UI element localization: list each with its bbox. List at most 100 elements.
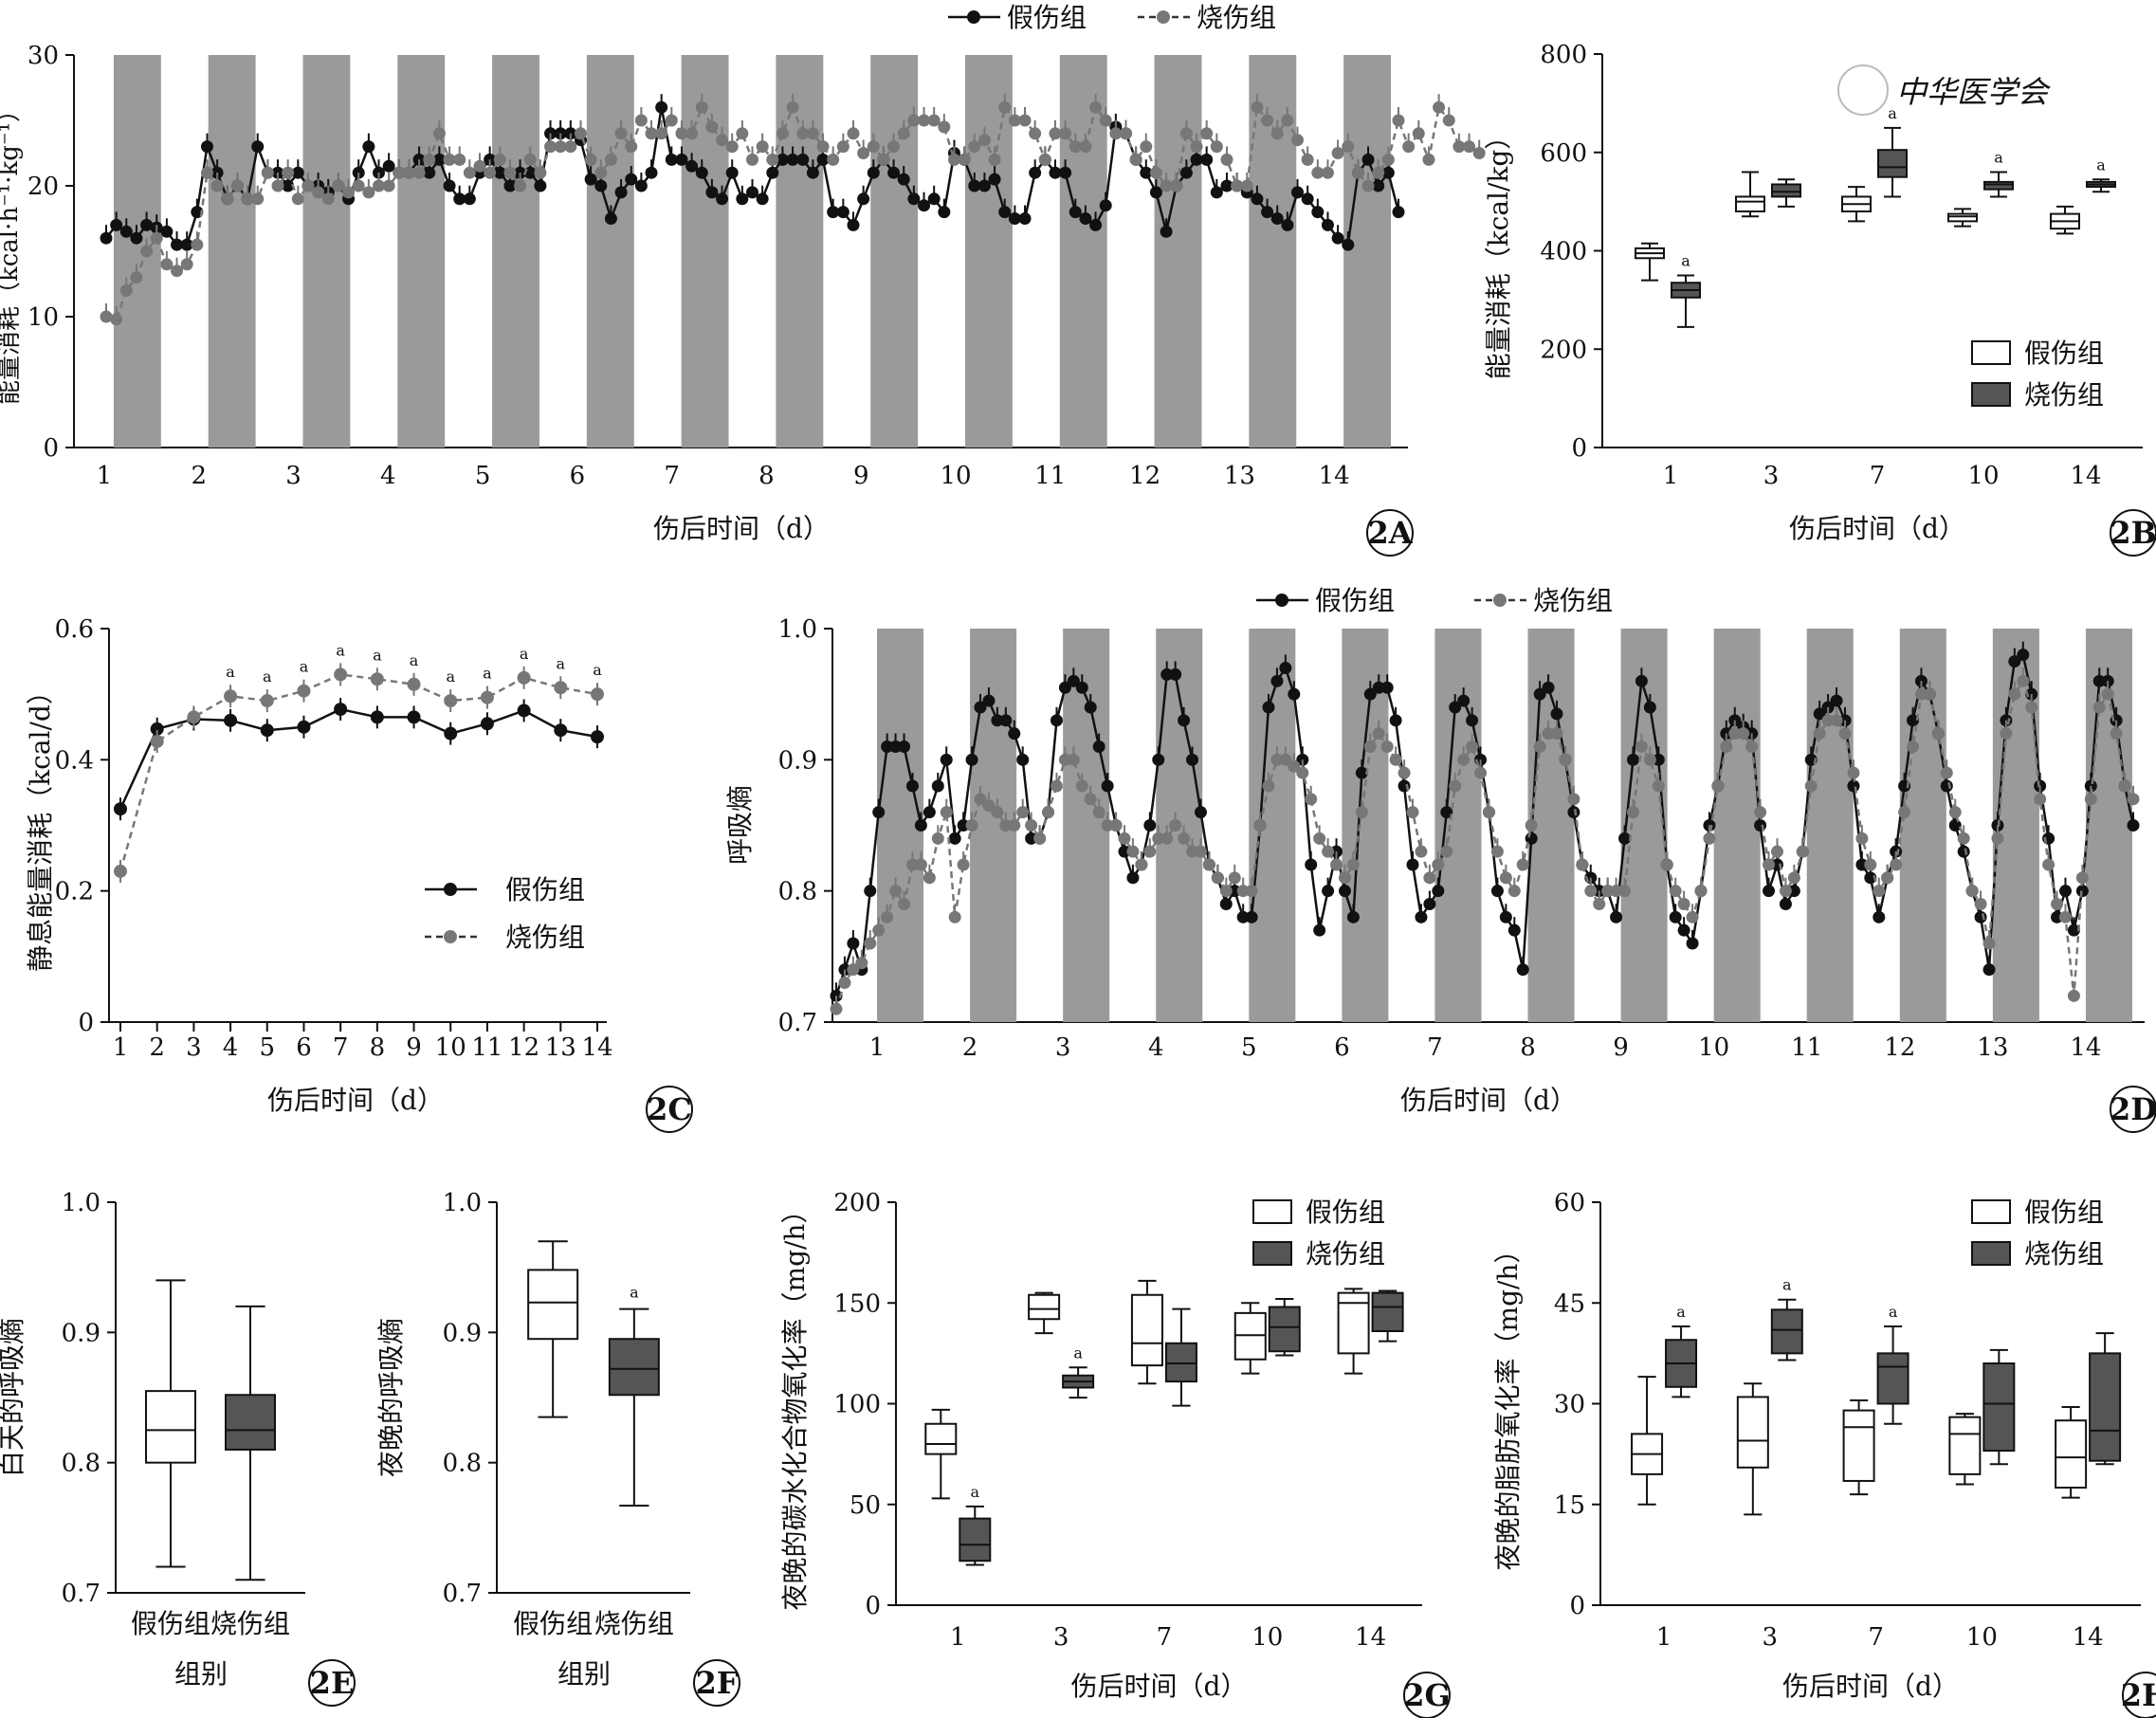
x-tick-label: 烧伤组	[594, 1608, 674, 1639]
data-point	[907, 192, 921, 206]
data-point	[402, 166, 415, 179]
y-tick-label: 600	[1540, 139, 1587, 168]
x-axis-title: 伤后时间（d）	[1400, 1085, 1577, 1116]
x-tick-label: 3	[186, 1033, 202, 1062]
data-point	[1109, 127, 1123, 140]
sham-box	[1842, 1409, 1875, 1482]
data-point	[725, 166, 739, 179]
x-tick-label: 1	[97, 462, 113, 490]
data-point	[1311, 166, 1325, 179]
data-point	[957, 858, 970, 871]
data-point	[1251, 192, 1264, 206]
watermark-text: 中华医学会	[1896, 74, 2051, 110]
burn-box	[2089, 1352, 2122, 1462]
data-point	[1392, 114, 1405, 127]
data-point	[1160, 832, 1174, 845]
y-tick-label: 0.9	[62, 1319, 100, 1347]
data-point	[1567, 806, 1580, 819]
burn-box	[1770, 1308, 1803, 1355]
sham-box	[1736, 1396, 1769, 1469]
data-point	[816, 140, 830, 154]
data-point	[297, 720, 311, 734]
data-point	[2084, 793, 2097, 806]
data-point	[1463, 140, 1476, 154]
data-point	[1398, 766, 1411, 779]
data-point	[1499, 910, 1512, 923]
data-point	[1025, 832, 1038, 845]
data-point	[947, 153, 960, 166]
data-point	[665, 114, 678, 127]
data-point	[1372, 179, 1385, 192]
x-tick-label: 4	[1148, 1033, 1164, 1062]
y-axis-title: 夜晚的碳水化合物氧化率（mg/h）	[779, 1197, 811, 1611]
data-point	[1251, 101, 1264, 114]
x-tick-label: 7	[1868, 1623, 1884, 1652]
y-tick-label: 45	[1554, 1289, 1585, 1318]
data-point	[645, 127, 658, 140]
data-point	[119, 283, 133, 297]
sham-box	[924, 1422, 958, 1455]
data-point	[1089, 101, 1103, 114]
data-point	[857, 192, 870, 206]
data-point	[604, 153, 617, 166]
x-tick-label: 2	[149, 1033, 165, 1062]
data-point	[1018, 114, 1032, 127]
y-tick-label: 1.0	[62, 1189, 100, 1217]
data-point	[473, 159, 486, 173]
data-point	[746, 186, 758, 199]
data-point	[705, 120, 719, 134]
panel-2C: 00.20.40.61 2 3 4 5 6 7 8 9 10 11 12 13 14a aaa a aa aaa a…	[25, 615, 693, 1133]
x-tick-label: 3	[1763, 1623, 1779, 1652]
panel-tag-label: 2C	[647, 1091, 692, 1127]
x-tick-label: 4	[380, 462, 396, 490]
panel-tag-circle	[2110, 1086, 2156, 1133]
data-point	[594, 179, 608, 192]
data-point	[988, 153, 1001, 166]
data-point	[1490, 845, 1504, 858]
data-point	[940, 753, 953, 766]
data-point	[503, 166, 517, 179]
data-point	[2067, 989, 2080, 1002]
data-point	[665, 153, 678, 166]
data-point	[675, 127, 688, 140]
data-point	[1754, 819, 1767, 832]
burn-box	[959, 1517, 992, 1563]
data-point	[746, 153, 758, 166]
x-tick-label: 1	[869, 1033, 886, 1062]
data-point	[251, 140, 265, 154]
data-point	[1152, 753, 1165, 766]
data-point	[1406, 806, 1419, 819]
x-tick-label: 14	[1355, 1623, 1386, 1652]
data-point	[1873, 910, 1886, 923]
data-point	[1262, 779, 1275, 793]
data-point	[1559, 753, 1572, 766]
data-point	[517, 670, 531, 685]
data-point	[114, 864, 127, 878]
data-point	[1830, 714, 1843, 727]
y-axis-title: 能量消耗（kcal·h⁻¹·kg⁻¹）	[0, 98, 24, 405]
data-point	[432, 153, 446, 166]
data-point	[2034, 793, 2047, 806]
data-point	[974, 701, 987, 714]
data-point	[1389, 753, 1402, 766]
data-point	[453, 192, 466, 206]
data-point	[1270, 674, 1284, 687]
data-point	[827, 153, 840, 166]
data-point	[2008, 655, 2021, 668]
data-point	[1457, 694, 1471, 707]
data-point	[1008, 727, 1021, 740]
y-axis-title: 静息能量消耗（kcal/d）	[25, 678, 56, 972]
data-point	[1143, 819, 1157, 832]
data-point	[334, 703, 348, 717]
data-point	[1432, 885, 1445, 898]
data-point	[1940, 766, 1953, 779]
data-point	[1261, 206, 1274, 219]
significance-mark: a	[226, 663, 235, 681]
data-point	[1948, 819, 1962, 832]
data-point	[1178, 832, 1191, 845]
x-tick-label: 1	[113, 1033, 129, 1062]
data-point	[1050, 779, 1063, 793]
data-point	[864, 937, 877, 950]
x-tick-label: 7	[1157, 1623, 1173, 1652]
burn-box	[1982, 1362, 2016, 1453]
